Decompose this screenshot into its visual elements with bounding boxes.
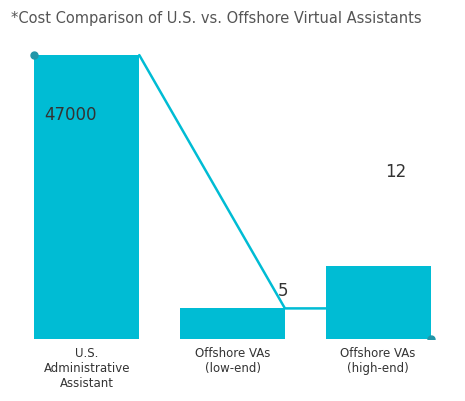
Text: 12: 12 [385, 163, 407, 181]
Text: *Cost Comparison of U.S. vs. Offshore Virtual Assistants: *Cost Comparison of U.S. vs. Offshore Vi… [11, 11, 422, 26]
Text: 5: 5 [278, 282, 288, 300]
Bar [326, 266, 431, 338]
Bar [180, 308, 285, 338]
Bar [34, 55, 140, 338]
Text: 47000: 47000 [45, 106, 97, 124]
